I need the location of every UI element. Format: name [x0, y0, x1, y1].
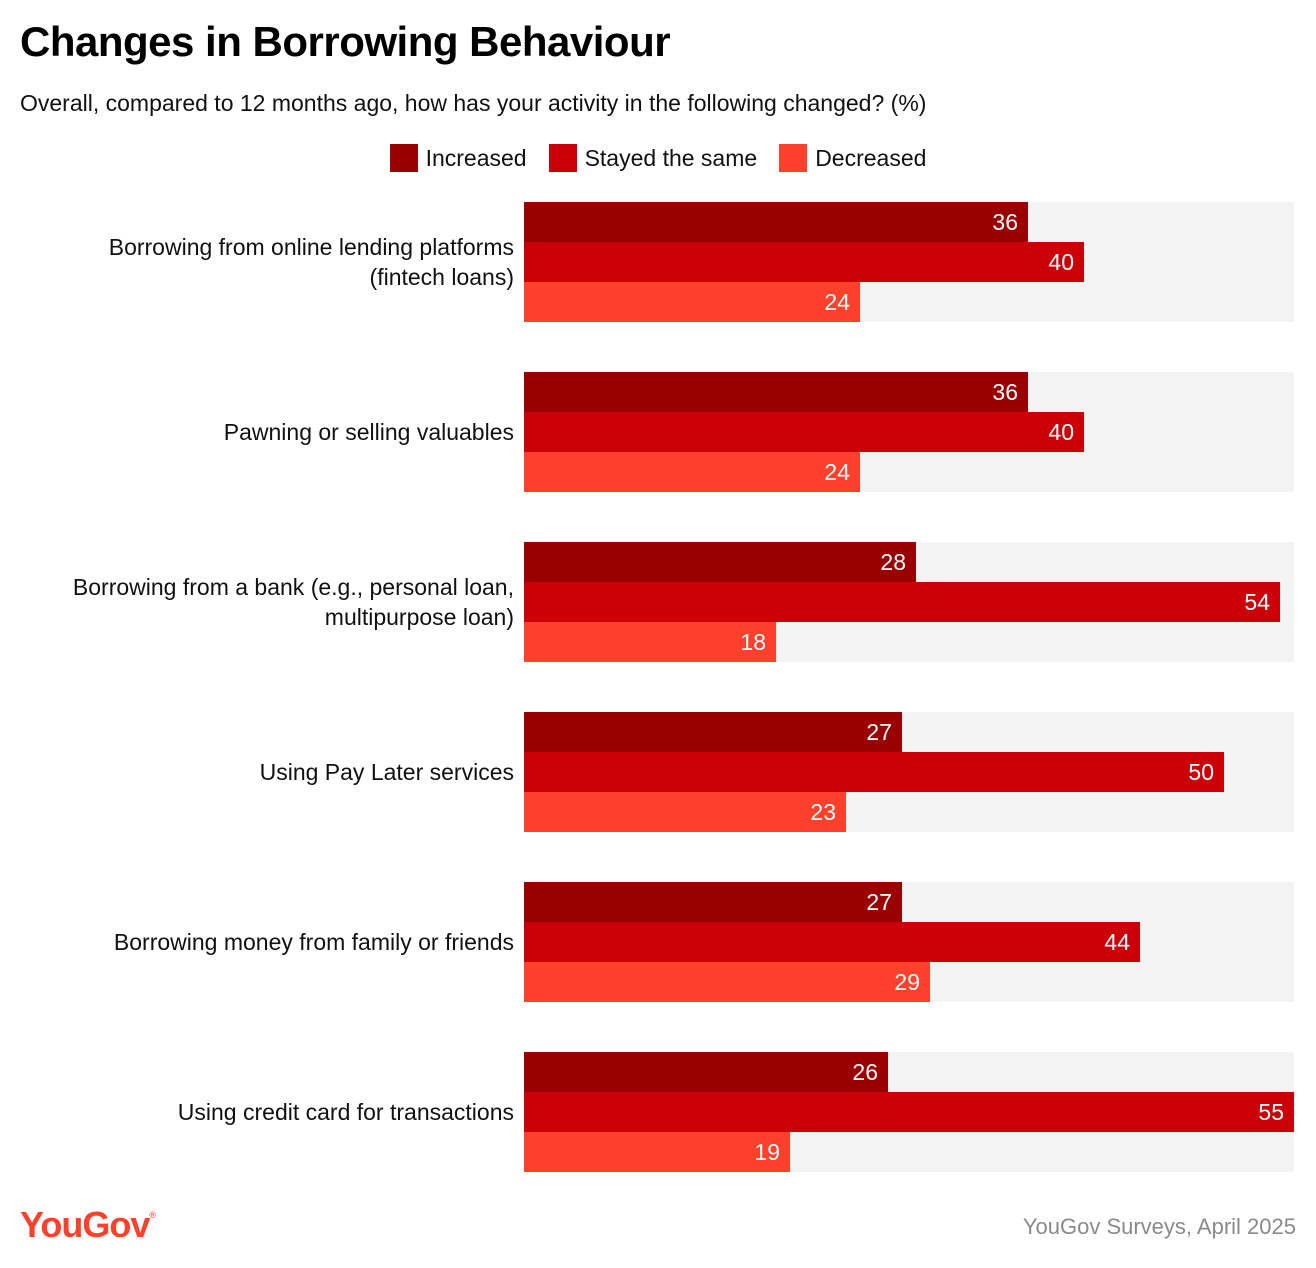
legend-label-increased: Increased: [425, 144, 527, 171]
legend-item-increased: Increased: [389, 144, 527, 172]
legend-label-decreased: Decreased: [815, 144, 927, 171]
data-label: 54: [1244, 589, 1270, 615]
category-label: Borrowing money from family or friends: [114, 929, 514, 955]
data-label: 18: [740, 629, 766, 655]
data-label: 23: [810, 799, 836, 825]
category-label-line: Using credit card for transactions: [178, 1099, 514, 1125]
category-label-line: Borrowing from online lending platforms: [109, 234, 514, 260]
category-label-line: (fintech loans): [370, 264, 514, 290]
data-label: 29: [894, 969, 920, 995]
bar: [524, 882, 902, 922]
category-label: Pawning or selling valuables: [224, 419, 514, 445]
legend-item-decreased: Decreased: [779, 144, 926, 172]
logo-registered-mark: ®: [149, 1210, 156, 1220]
source-note: YouGov Surveys, April 2025: [1022, 1214, 1296, 1239]
category-label-line: Borrowing from a bank (e.g., personal lo…: [73, 574, 514, 600]
legend-swatch-decreased: [779, 144, 808, 172]
bar: [524, 452, 860, 492]
legend-swatch-increased: [389, 144, 418, 172]
category-label-line: Using Pay Later services: [260, 759, 514, 785]
legend-item-stayed: Stayed the same: [548, 144, 758, 172]
bar: [524, 622, 776, 662]
data-label: 36: [992, 209, 1018, 235]
bar: [524, 752, 1224, 792]
category-label-line: Pawning or selling valuables: [224, 419, 514, 445]
category-label: Borrowing from online lending platforms (…: [109, 234, 514, 290]
bar: [524, 1092, 1294, 1132]
category-label: Borrowing from a bank (e.g., personal lo…: [73, 574, 514, 630]
category-group: Using Pay Later services 27 50 23: [260, 712, 1294, 832]
logo-text: YouGov: [20, 1204, 150, 1245]
data-label: 40: [1048, 249, 1074, 275]
bar-chart: Borrowing from online lending platforms (…: [73, 202, 1294, 1172]
category-label: Using credit card for transactions: [178, 1099, 514, 1125]
bar: [524, 712, 902, 752]
data-label: 24: [824, 289, 850, 315]
bar: [524, 1132, 790, 1172]
data-label: 28: [880, 549, 906, 575]
data-label: 55: [1258, 1099, 1284, 1125]
data-label: 19: [754, 1139, 780, 1165]
chart-subtitle: Overall, compared to 12 months ago, how …: [20, 90, 927, 116]
legend: Increased Stayed the same Decreased: [0, 144, 1316, 172]
category-label-line: multipurpose loan): [325, 604, 514, 630]
category-group: Using credit card for transactions 26 55 19: [178, 1052, 1294, 1172]
bar: [524, 962, 930, 1002]
data-label: 27: [866, 719, 892, 745]
bar: [524, 282, 860, 322]
bar: [524, 202, 1028, 242]
data-label: 24: [824, 459, 850, 485]
category-group: Borrowing from a bank (e.g., personal lo…: [73, 542, 1294, 662]
bar: [524, 922, 1140, 962]
data-label: 50: [1188, 759, 1214, 785]
data-label: 36: [992, 379, 1018, 405]
legend-swatch-stayed: [548, 144, 577, 172]
bar: [524, 412, 1084, 452]
bar: [524, 582, 1280, 622]
yougov-logo: YouGov®: [20, 1204, 156, 1246]
category-group: Borrowing money from family or friends 27…: [114, 882, 1294, 1002]
bar: [524, 1052, 888, 1092]
data-label: 44: [1104, 929, 1130, 955]
legend-label-stayed: Stayed the same: [584, 144, 758, 171]
chart-title: Changes in Borrowing Behaviour: [20, 18, 671, 65]
data-label: 27: [866, 889, 892, 915]
bar: [524, 372, 1028, 412]
bar: [524, 542, 916, 582]
bar: [524, 242, 1084, 282]
category-label: Using Pay Later services: [260, 759, 514, 785]
bar: [524, 792, 846, 832]
data-label: 26: [852, 1059, 878, 1085]
category-group: Borrowing from online lending platforms (…: [109, 202, 1294, 322]
category-label-line: Borrowing money from family or friends: [114, 929, 514, 955]
data-label: 40: [1048, 419, 1074, 445]
category-group: Pawning or selling valuables 36 40 24: [224, 372, 1294, 492]
